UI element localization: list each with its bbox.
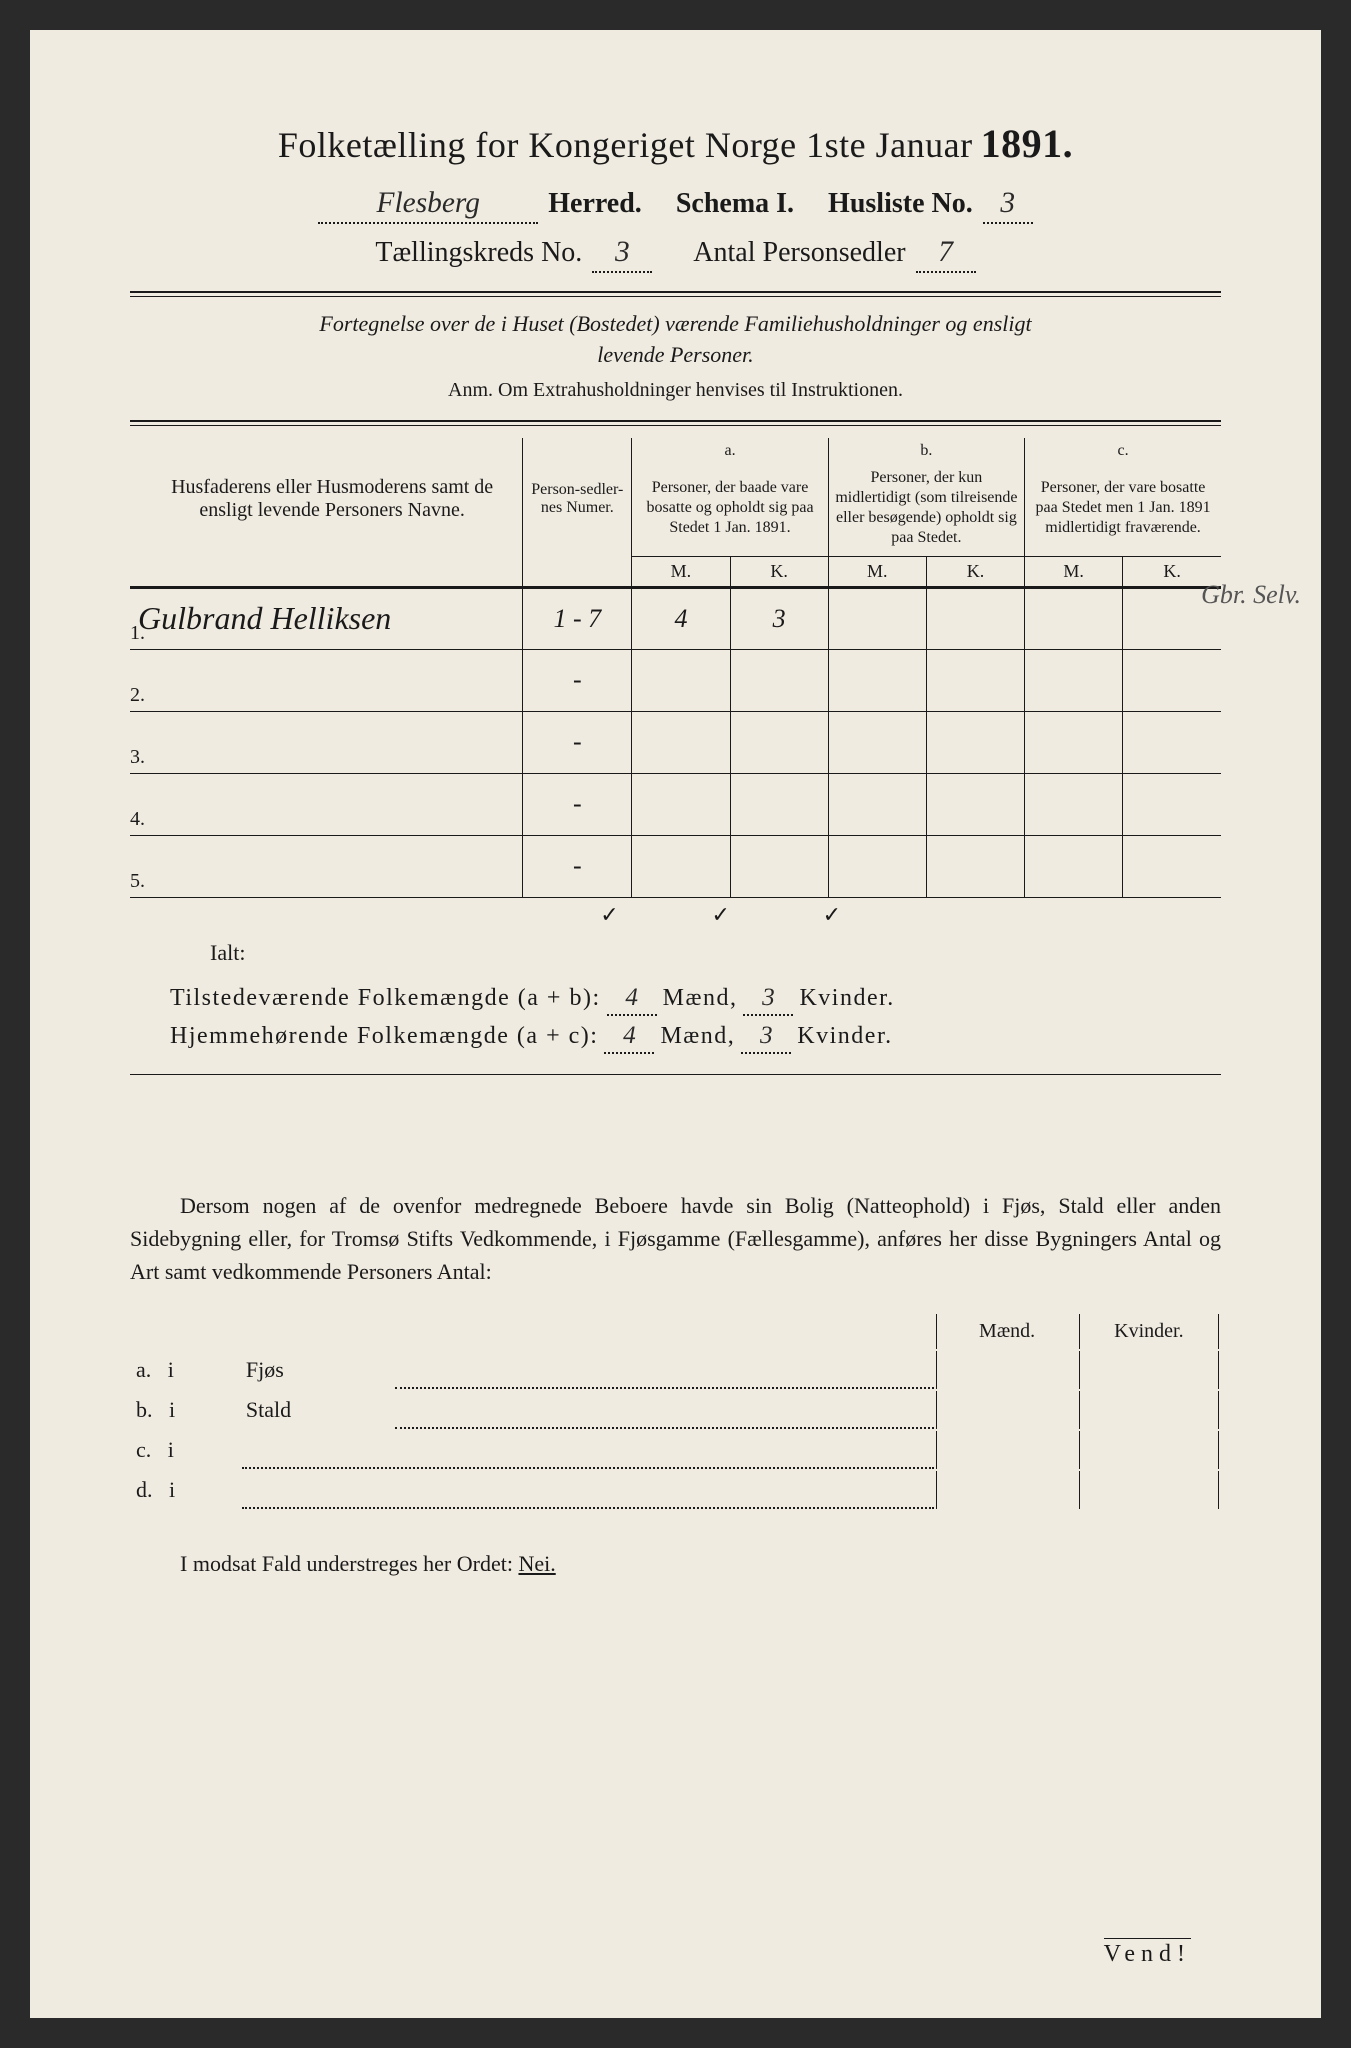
building-i: i bbox=[168, 1357, 174, 1382]
col-header-name: Husfaderens eller Husmoderens samt de en… bbox=[130, 438, 523, 557]
herred-value: Flesberg bbox=[318, 187, 538, 224]
building-table: Mænd. Kvinder. a. i Fjøs b. i Stald c. i bbox=[130, 1312, 1221, 1511]
row-number: 2. bbox=[130, 684, 145, 707]
col-k: K. bbox=[730, 556, 828, 587]
row-number: 5. bbox=[130, 870, 145, 893]
building-letter: c. bbox=[136, 1437, 151, 1462]
annotation-note: Anm. Om Extrahusholdninger henvises til … bbox=[130, 379, 1221, 402]
herred-line: Flesberg Herred. Schema I. Husliste No. … bbox=[130, 187, 1221, 224]
col-header-numer: Person-sedler-nes Numer. bbox=[523, 438, 632, 557]
resident-label: Hjemmehørende Folkemængde (a + c): bbox=[170, 1023, 598, 1050]
row-numer: - bbox=[523, 835, 632, 897]
row-name: Gulbrand Helliksen bbox=[138, 600, 391, 636]
building-i: i bbox=[169, 1477, 175, 1502]
totals-present: Tilstedeværende Folkemængde (a + b): 4 M… bbox=[170, 984, 1221, 1016]
kvinder-label: Kvinder. bbox=[799, 985, 894, 1012]
row-cm bbox=[1025, 587, 1123, 649]
sedler-label: Antal Personsedler bbox=[693, 237, 905, 269]
resident-men: 4 bbox=[604, 1022, 654, 1054]
kvinder-label: Kvinder. bbox=[797, 1023, 892, 1050]
row-bm bbox=[828, 587, 926, 649]
census-form-document: Folketælling for Kongeriget Norge 1ste J… bbox=[30, 30, 1321, 2018]
husliste-label: Husliste No. bbox=[828, 188, 973, 220]
building-instructions: Dersom nogen af de ovenfor medregnede Be… bbox=[130, 1189, 1221, 1288]
building-col-men: Mænd. bbox=[936, 1314, 1076, 1349]
resident-women: 3 bbox=[741, 1022, 791, 1054]
maend-label: Mænd, bbox=[663, 985, 738, 1012]
col-k: K. bbox=[926, 556, 1024, 587]
table-row: 1.Gulbrand Helliksen 1 - 7 4 3 bbox=[130, 587, 1221, 649]
col-m: M. bbox=[632, 556, 730, 587]
modsat-nei: Nei. bbox=[518, 1551, 555, 1576]
table-row: 5. - bbox=[130, 835, 1221, 897]
row-numer: 1 - 7 bbox=[523, 587, 632, 649]
building-row: d. i bbox=[132, 1471, 1219, 1509]
building-name: Stald bbox=[242, 1391, 393, 1429]
divider bbox=[130, 420, 1221, 426]
row-numer: - bbox=[523, 649, 632, 711]
instructions-line2: levende Personer. bbox=[597, 342, 753, 367]
col-header-a-label: a. bbox=[632, 438, 828, 460]
form-header: Folketælling for Kongeriget Norge 1ste J… bbox=[130, 120, 1221, 273]
table-row: 2. - bbox=[130, 649, 1221, 711]
checkmark: ✓ bbox=[776, 902, 887, 928]
row-am: 4 bbox=[632, 587, 730, 649]
building-name: Fjøs bbox=[242, 1351, 393, 1389]
row-number: 1. bbox=[130, 622, 145, 645]
row-ak: 3 bbox=[730, 587, 828, 649]
building-letter: d. bbox=[136, 1477, 153, 1502]
kreds-line: Tællingskreds No. 3 Antal Personsedler 7 bbox=[130, 236, 1221, 273]
row-numer: - bbox=[523, 711, 632, 773]
col-header-c-label: c. bbox=[1025, 438, 1221, 460]
checkmark: ✓ bbox=[665, 902, 776, 928]
building-i: i bbox=[168, 1437, 174, 1462]
kreds-label: Tællingskreds No. bbox=[375, 237, 582, 269]
instructions-line1: Fortegnelse over de i Huset (Bostedet) v… bbox=[319, 311, 1031, 336]
divider bbox=[130, 1074, 1221, 1075]
checkmark: ✓ bbox=[554, 902, 665, 928]
title-prefix: Folketælling for Kongeriget Norge 1ste J… bbox=[278, 124, 973, 166]
husliste-value: 3 bbox=[983, 187, 1033, 224]
herred-label: Herred. bbox=[548, 188, 642, 220]
divider bbox=[130, 291, 1221, 297]
margin-note: Gbr. Selv. bbox=[1201, 580, 1301, 610]
present-women: 3 bbox=[743, 984, 793, 1016]
present-men: 4 bbox=[607, 984, 657, 1016]
maend-label: Mænd, bbox=[660, 1023, 735, 1050]
instructions: Fortegnelse over de i Huset (Bostedet) v… bbox=[130, 309, 1221, 371]
row-bk bbox=[926, 587, 1024, 649]
building-letter: a. bbox=[136, 1357, 151, 1382]
building-i: i bbox=[169, 1397, 175, 1422]
col-header-b-label: b. bbox=[828, 438, 1024, 460]
col-header-c-desc: Personer, der vare bosatte paa Stedet me… bbox=[1025, 460, 1221, 557]
building-row: c. i bbox=[132, 1431, 1219, 1469]
building-row: a. i Fjøs bbox=[132, 1351, 1219, 1389]
modsat-text: I modsat Fald understreges her Ordet: bbox=[180, 1551, 513, 1576]
household-table: Husfaderens eller Husmoderens samt de en… bbox=[130, 438, 1221, 898]
col-header-b-desc: Personer, der kun midlertidigt (som tilr… bbox=[828, 460, 1024, 557]
building-letter: b. bbox=[136, 1397, 153, 1422]
col-m: M. bbox=[828, 556, 926, 587]
col-m: M. bbox=[1025, 556, 1123, 587]
title-year: 1891. bbox=[981, 120, 1074, 167]
row-numer: - bbox=[523, 773, 632, 835]
schema-label: Schema I. bbox=[676, 188, 794, 220]
turn-over-label: Vend! bbox=[1104, 1938, 1191, 1968]
kreds-value: 3 bbox=[592, 236, 652, 273]
main-title: Folketælling for Kongeriget Norge 1ste J… bbox=[130, 120, 1221, 167]
checkmarks: ✓ ✓ ✓ bbox=[130, 902, 1221, 928]
table-body: 1.Gulbrand Helliksen 1 - 7 4 3 2. - 3. - bbox=[130, 587, 1221, 897]
col-header-a-desc: Personer, der baade vare bosatte og opho… bbox=[632, 460, 828, 557]
present-label: Tilstedeværende Folkemængde (a + b): bbox=[170, 985, 601, 1012]
row-number: 3. bbox=[130, 746, 145, 769]
totals-resident: Hjemmehørende Folkemængde (a + c): 4 Mæn… bbox=[170, 1022, 1221, 1054]
modsat-line: I modsat Fald understreges her Ordet: Ne… bbox=[130, 1551, 1221, 1577]
ialt-label: Ialt: bbox=[210, 940, 1221, 966]
sedler-value: 7 bbox=[916, 236, 976, 273]
table-row: 3. - bbox=[130, 711, 1221, 773]
building-col-women: Kvinder. bbox=[1079, 1314, 1219, 1349]
table-row: 4. - bbox=[130, 773, 1221, 835]
building-row: b. i Stald bbox=[132, 1391, 1219, 1429]
row-number: 4. bbox=[130, 808, 145, 831]
